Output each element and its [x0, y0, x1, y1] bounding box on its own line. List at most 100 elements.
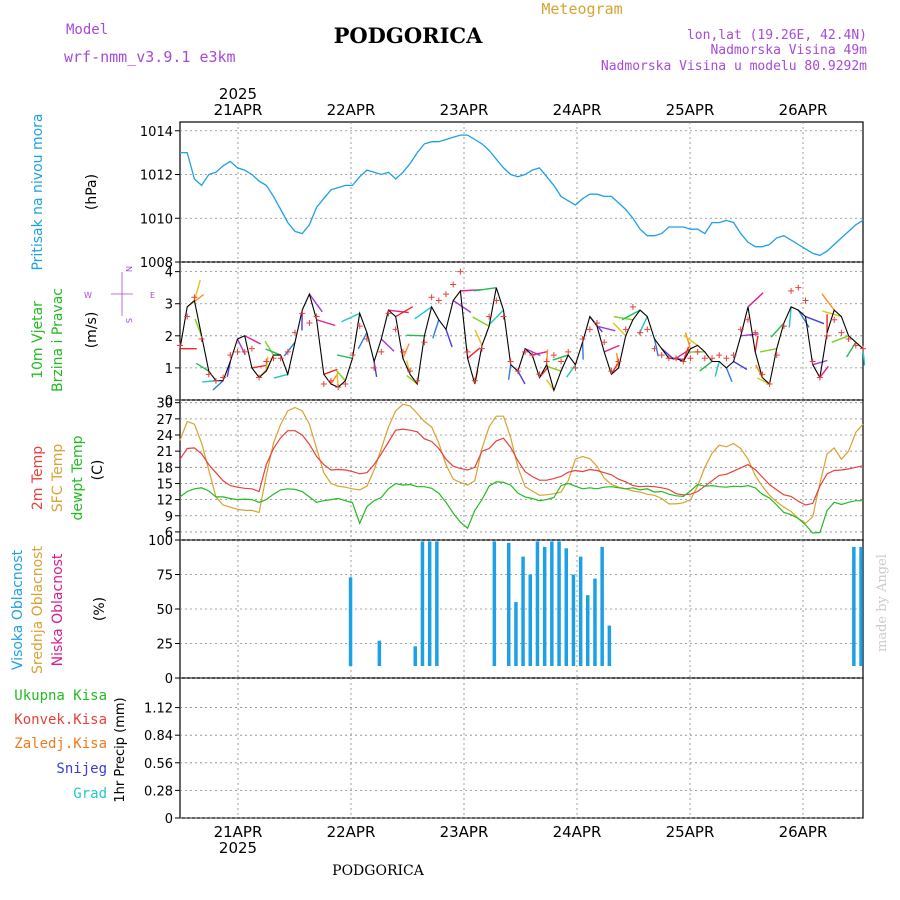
- wind-arrow: [308, 293, 323, 313]
- wind-gust-marker: [644, 326, 651, 333]
- cloud-bar: [550, 541, 554, 666]
- compass-s: S: [124, 318, 133, 323]
- wind-gust-marker: [407, 368, 414, 375]
- wind-gust-marker: [392, 326, 399, 333]
- wind-gust-marker: [414, 377, 421, 384]
- cloud-bar: [852, 546, 856, 666]
- wind-gust-marker: [709, 355, 716, 362]
- wind-gust-marker: [248, 345, 255, 352]
- wind-gust-marker: [227, 352, 234, 359]
- wind-arrow: [552, 354, 569, 361]
- wind-gust-marker: [816, 374, 823, 381]
- dewpt-label: dewpt Temp: [70, 435, 86, 520]
- wind-gust-marker: [177, 342, 183, 349]
- wind-arrow: [747, 292, 764, 308]
- wind-gust-marker: [184, 313, 191, 320]
- wind-gust-marker: [701, 355, 708, 362]
- wind-gust-marker: [852, 342, 859, 349]
- wind-arrow: [760, 347, 777, 353]
- precip-tick-label: 0.56: [144, 757, 173, 772]
- wind-gust-marker: [579, 336, 586, 343]
- wind-gust-marker: [766, 380, 773, 387]
- cloud-bar: [348, 577, 353, 666]
- temp-tick-label: 30: [156, 397, 173, 412]
- temp2m-label: 2m Temp: [30, 446, 46, 510]
- wind-arrow: [812, 359, 828, 366]
- pressure-tick-label: 1014: [140, 125, 173, 140]
- cloud-bars: [348, 541, 863, 666]
- wind-gust-marker: [658, 352, 665, 359]
- wind-gust-marker: [586, 326, 593, 333]
- wind-gust-marker: [256, 374, 263, 381]
- cloud-bar: [413, 646, 417, 666]
- wind-arrow: [195, 362, 210, 372]
- wind-gust-marker: [680, 358, 687, 365]
- compass-n: N: [124, 266, 133, 272]
- cloud-bar: [586, 595, 590, 666]
- cloud-tick-label: 100: [148, 534, 173, 549]
- elevation-label: Nadmorska Visina 49m: [710, 43, 867, 58]
- wind-gust-marker: [241, 348, 248, 355]
- wind-gust-marker: [780, 323, 787, 330]
- x-tick-label-top: 24APR: [553, 101, 602, 119]
- wind-arrow: [265, 348, 281, 356]
- wind-gust-marker: [306, 319, 313, 326]
- panel-frame-5: [179, 677, 864, 819]
- temp-tick-label: 6: [165, 526, 173, 541]
- wind-gust-marker: [457, 268, 464, 275]
- wind-arrow: [265, 356, 269, 372]
- cloud-bar: [557, 541, 561, 666]
- model-name: wrf-nmm_v3.9.1 e3km: [64, 48, 236, 66]
- cloud-bar: [514, 602, 518, 666]
- wind-arrow: [831, 335, 849, 343]
- wind-gust-marker: [514, 368, 521, 375]
- wind-gust-marker: [478, 345, 485, 352]
- wind-gust-marker: [349, 352, 356, 359]
- cloud-bar: [492, 541, 497, 666]
- wind-gust-marker: [608, 368, 615, 375]
- wind-arrow: [357, 332, 368, 350]
- wind-arrow: [699, 360, 713, 372]
- cloud-bar: [535, 541, 540, 666]
- cloud-bar: [435, 541, 439, 666]
- wind-arrow: [805, 315, 825, 325]
- wind-gust-marker: [687, 355, 694, 362]
- wind-arrow: [341, 312, 361, 323]
- pressure-tick-label: 1010: [140, 212, 173, 227]
- model-elevation-label: Nadmorska Visina u modelu 80.9292m: [601, 59, 867, 74]
- wind-gust-marker: [292, 329, 299, 336]
- temp-tick-label: 21: [156, 445, 173, 460]
- wind-gust-marker: [759, 371, 766, 378]
- pressure-tick-label: 1012: [140, 169, 173, 184]
- wind-gust-marker: [536, 371, 543, 378]
- footer-title: PODGORICA: [332, 863, 425, 879]
- wind-arrow: [336, 354, 353, 359]
- cloud-bar: [578, 556, 583, 666]
- wind-gust-marker: [421, 339, 428, 346]
- pressure-title: Pritisak na nivou mora: [30, 113, 46, 270]
- wind-arrow: [733, 360, 748, 371]
- wind-gust-marker: [191, 294, 198, 301]
- wind-gust-marker: [263, 358, 270, 365]
- wind-gust-marker: [399, 348, 406, 355]
- wind-arrow: [683, 334, 699, 347]
- x-tick-label-top: 23APR: [440, 101, 489, 119]
- x-tick-label-bottom: 25APR: [666, 823, 715, 841]
- cloud-bar: [607, 625, 612, 666]
- wind-tick-label: 0: [165, 394, 173, 409]
- cloud-bar: [600, 546, 604, 666]
- wind-arrow: [754, 335, 759, 352]
- precip-unit: 1hr Precip (mm): [113, 697, 128, 802]
- cloud-unit: (%): [92, 597, 108, 621]
- wind-gust-markers: [177, 268, 866, 391]
- wind-gust-marker: [558, 358, 565, 365]
- cloud-bar: [521, 556, 525, 666]
- wind-gust-marker: [335, 384, 342, 391]
- precip-tick-label: 1.12: [144, 702, 173, 717]
- wind-arrow: [616, 352, 620, 368]
- x-tick-label-bottom: 23APR: [440, 823, 489, 841]
- wind-gust-marker: [565, 348, 572, 355]
- wind-arrow: [714, 361, 720, 377]
- pressure-line: [180, 134, 864, 257]
- cloud-tick-label: 75: [156, 569, 173, 584]
